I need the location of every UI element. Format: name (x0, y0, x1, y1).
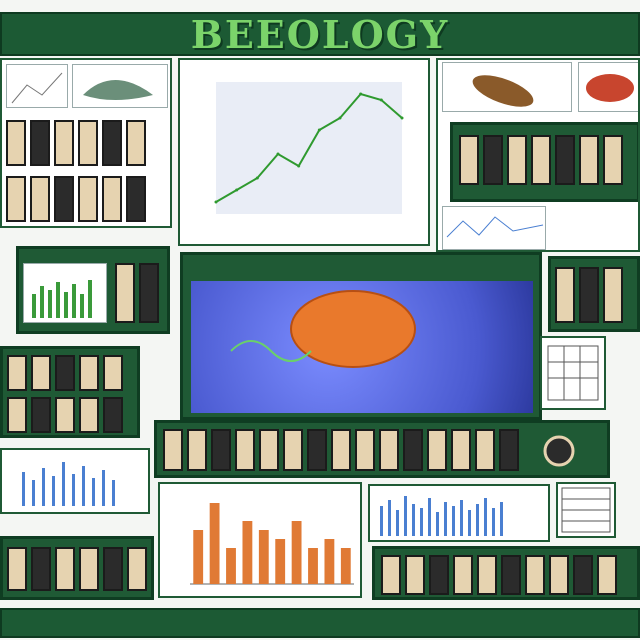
right-grid-thumb (540, 336, 606, 410)
tile-row (555, 267, 623, 323)
bar (209, 503, 220, 584)
line-point (255, 176, 259, 180)
bar (242, 521, 253, 584)
top-left-panel (0, 58, 172, 228)
tile-row (163, 429, 519, 471)
microscopy-panel (180, 252, 542, 420)
bottom-left-tiles (0, 536, 154, 600)
tile-row (7, 547, 147, 591)
right-table-thumb (556, 482, 616, 538)
bar (308, 548, 318, 584)
center-line-chart-panel (178, 58, 430, 246)
bar (291, 521, 302, 584)
line-point (214, 200, 218, 204)
magnifier-icon (543, 435, 575, 467)
tile-col (115, 263, 159, 323)
tile-row (459, 135, 623, 185)
line-series (215, 92, 403, 203)
tile-row (6, 176, 146, 222)
line-point (400, 116, 404, 120)
line-point (379, 98, 383, 102)
top-right-tile-box (450, 122, 638, 202)
insect-icon (472, 75, 534, 107)
line-point (297, 164, 301, 168)
top-right-panel (436, 58, 640, 252)
microscope-icon (230, 340, 312, 362)
tile-row (6, 120, 146, 166)
cell-blob (290, 290, 416, 368)
tile-row (7, 355, 123, 391)
line-chart (214, 82, 404, 214)
bar (275, 539, 286, 584)
mini-bar-thumb (23, 263, 107, 323)
bar (226, 548, 236, 584)
bar (324, 539, 335, 584)
bar (340, 548, 351, 584)
bar (258, 530, 269, 584)
header-banner: BEEOLOGY (0, 11, 640, 57)
footer-banner (0, 608, 640, 638)
mini-trace-thumb (442, 206, 546, 250)
specimen-thumb (578, 62, 638, 112)
line-point (359, 92, 363, 96)
right-bar-thumb (368, 484, 550, 542)
bar (193, 530, 204, 584)
microscopy-image (191, 281, 533, 413)
insect-thumb (442, 62, 572, 112)
bottom-right-tiles (372, 546, 640, 600)
center-bar-chart-panel (158, 482, 362, 598)
leaf-thumb (72, 64, 168, 108)
left-bar-thumb (0, 448, 150, 514)
line-point (317, 128, 321, 132)
middle-tile-strip (154, 420, 610, 478)
bar-chart (190, 503, 354, 585)
poster-title: BEEOLOGY (190, 11, 450, 57)
left-lower-panel (0, 346, 140, 438)
mini-chart-thumb (6, 64, 68, 108)
line-point (338, 116, 342, 120)
right-mid-panel (548, 256, 640, 332)
tile-row (381, 555, 617, 595)
leaf-icon (83, 80, 153, 100)
left-mid-panel (16, 246, 170, 334)
line-point (276, 152, 280, 156)
tile-row (7, 397, 123, 433)
line-point (235, 188, 239, 192)
